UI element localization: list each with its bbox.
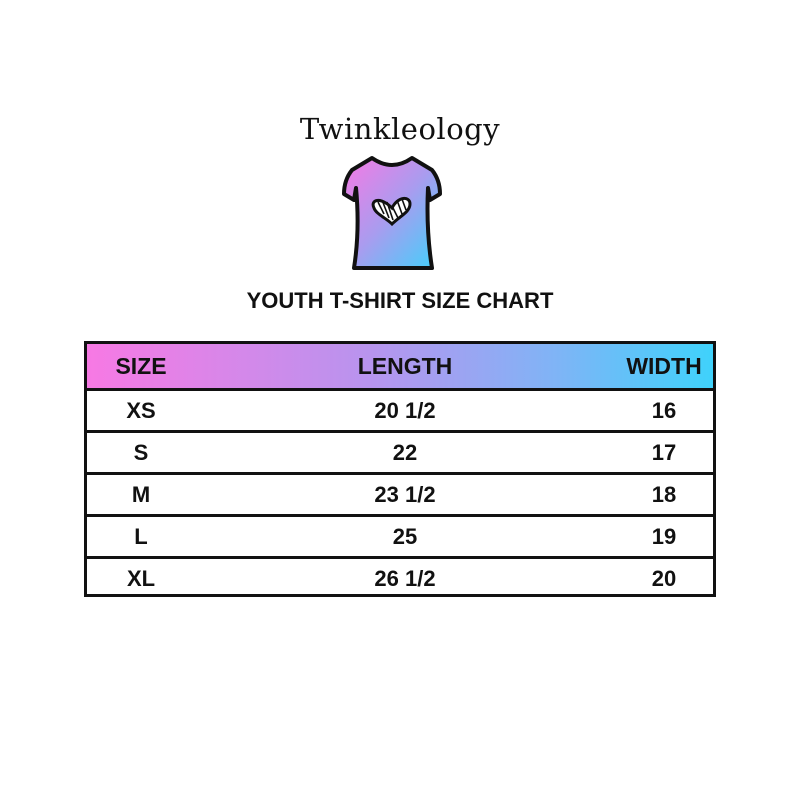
- cell-length: 25: [392, 523, 418, 549]
- table-row: XS 20 1/2 16: [87, 388, 713, 430]
- cell-size: XL: [126, 565, 156, 591]
- chart-title: YOUTH T-SHIRT SIZE CHART: [246, 288, 554, 313]
- cell-width: 19: [651, 523, 677, 549]
- tshirt-heart-icon: [342, 156, 442, 270]
- table-row: M 23 1/2 18: [87, 472, 713, 514]
- cell-size: XS: [126, 397, 156, 423]
- cell-length: 26 1/2: [374, 565, 436, 591]
- cell-width: 16: [651, 397, 677, 423]
- cell-width: 20: [651, 565, 677, 591]
- header-width: WIDTH: [626, 352, 702, 379]
- table-header: SIZE LENGTH WIDTH: [87, 344, 713, 388]
- header-length: LENGTH: [357, 352, 453, 379]
- header-size: SIZE: [115, 352, 167, 379]
- table-row: S 22 17: [87, 430, 713, 472]
- table-row: L 25 19: [87, 514, 713, 556]
- cell-length: 20 1/2: [374, 397, 436, 423]
- cell-length: 23 1/2: [374, 481, 436, 507]
- cell-size: M: [131, 481, 151, 507]
- cell-length: 22: [392, 439, 418, 465]
- cell-width: 17: [651, 439, 677, 465]
- cell-size: L: [134, 523, 148, 549]
- table-row: XL 26 1/2 20: [87, 556, 713, 598]
- brand-logo-text: Twinkleology: [299, 112, 501, 146]
- cell-size: S: [133, 439, 149, 465]
- cell-width: 18: [651, 481, 677, 507]
- size-table: SIZE LENGTH WIDTH XS 20 1/2 16 S 22 17 M…: [84, 341, 716, 597]
